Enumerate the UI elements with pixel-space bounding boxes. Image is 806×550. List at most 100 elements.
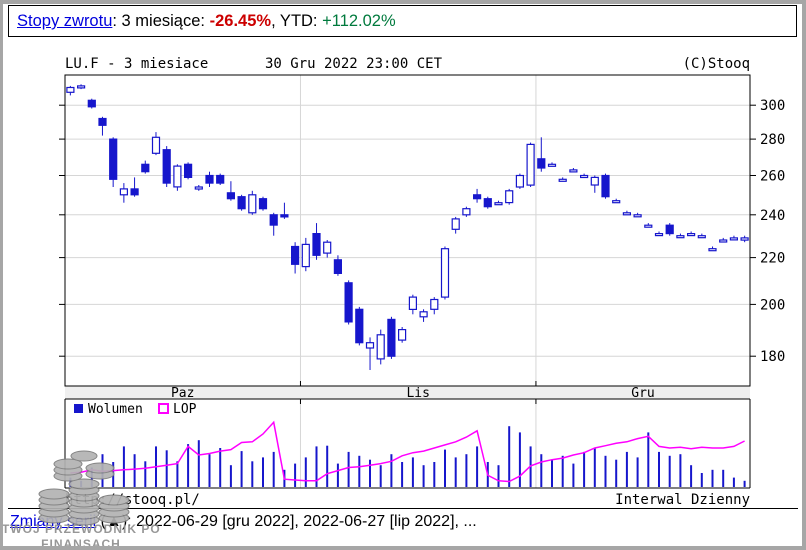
- volume-bar: [422, 465, 425, 487]
- candle-body: [173, 165, 182, 188]
- candle-body: [654, 233, 664, 237]
- series-change-note: Zmiany serii (▲): 2022-06-29 [gru 2022],…: [10, 513, 477, 531]
- volume-bar: [658, 451, 660, 487]
- volume-bar: [572, 463, 575, 487]
- volume-bar: [197, 440, 200, 487]
- candle-body: [686, 233, 696, 237]
- volume-bar: [187, 444, 190, 487]
- volume-bar: [433, 462, 436, 487]
- series-change-text: (▲): 2022-06-29 [gru 2022], 2022-06-27 […: [96, 513, 477, 530]
- candle-body: [205, 174, 214, 184]
- volume-bar: [326, 445, 329, 487]
- candle-body: [365, 342, 375, 349]
- price-tick-label: 200: [760, 297, 785, 313]
- lop-line: [70, 420, 745, 483]
- month-band: [65, 386, 750, 399]
- candle-body: [462, 208, 471, 216]
- price-tick-label: 300: [760, 98, 785, 114]
- candle-body: [430, 298, 439, 310]
- chart-title: LU.F - 3 miesiace: [65, 56, 209, 72]
- volume-bar: [401, 462, 404, 487]
- volume-bar: [454, 457, 457, 487]
- volume-bar: [358, 455, 361, 487]
- chart-copyright: (C)Stooq: [682, 56, 750, 72]
- volume-bar: [615, 459, 618, 487]
- candle-body: [505, 190, 514, 204]
- candle-body: [141, 163, 150, 173]
- candle-body: [440, 248, 450, 298]
- month-label: Gru: [631, 386, 654, 401]
- candle-body: [269, 214, 278, 226]
- candle-body: [547, 163, 557, 167]
- candle-body: [537, 158, 546, 169]
- volume-bar: [336, 463, 339, 487]
- candle-body: [248, 194, 257, 214]
- candle-body: [151, 136, 161, 154]
- volume-bar: [379, 465, 382, 487]
- candle-body: [419, 311, 428, 318]
- candle-body: [66, 86, 75, 93]
- price-tick-label: 260: [760, 169, 785, 185]
- candle-body: [494, 202, 503, 206]
- returns-link[interactable]: Stopy zwrotu: [17, 12, 113, 30]
- month-label: Lis: [406, 386, 429, 401]
- volume-bar: [551, 459, 553, 487]
- volume-bar: [294, 463, 297, 487]
- volume-bar: [165, 450, 168, 487]
- volume-bar: [647, 432, 650, 487]
- volume-bar: [80, 480, 83, 487]
- volume-bar: [229, 465, 232, 487]
- candle-body: [301, 243, 310, 268]
- volume-bar: [508, 426, 511, 487]
- candle-body: [280, 214, 289, 218]
- returns-period-label: : 3 miesiące:: [112, 12, 210, 30]
- candle-body: [387, 318, 396, 357]
- candle-body: [184, 163, 193, 179]
- candle-body: [515, 174, 525, 188]
- volume-bar: [497, 465, 500, 487]
- candle-body: [291, 245, 300, 265]
- volume-bar: [411, 457, 414, 487]
- candle-body: [408, 296, 417, 311]
- series-change-link[interactable]: Zmiany serii: [10, 513, 97, 530]
- candle-body: [719, 239, 728, 243]
- volume-bar: [540, 454, 543, 487]
- candle-body: [483, 198, 492, 208]
- candle-body: [130, 188, 139, 196]
- volume-bar: [711, 469, 714, 487]
- candle-body: [569, 169, 578, 173]
- candle-body: [398, 329, 407, 341]
- candle-body: [633, 214, 642, 218]
- volume-bar: [347, 451, 350, 487]
- volume-bar: [176, 461, 179, 487]
- month-label: Paz: [171, 386, 194, 401]
- candle-body: [216, 174, 225, 184]
- candle-body: [622, 212, 632, 216]
- chart-timestamp: 30 Gru 2022 23:00 CET: [265, 56, 443, 72]
- volume-bar: [112, 462, 115, 487]
- volume-bar: [476, 446, 479, 487]
- candle-body: [644, 224, 653, 228]
- volume-bar: [272, 451, 275, 487]
- candle-body: [590, 176, 599, 186]
- candle-body: [87, 99, 96, 108]
- candle-body: [344, 282, 353, 323]
- candle-body: [740, 237, 749, 241]
- lop-legend-label: LOP: [173, 402, 197, 417]
- candle-body: [579, 174, 589, 179]
- volume-bar: [251, 461, 254, 487]
- volume-bar: [465, 454, 468, 487]
- volume-bar: [700, 473, 703, 487]
- volume-bar: [240, 451, 243, 487]
- interval-label: Interwal Dzienny: [615, 492, 750, 508]
- volume-bar: [518, 432, 521, 487]
- returns-ytd-value: +112.02%: [322, 12, 396, 30]
- volume-bar: [561, 455, 564, 487]
- volume-bar: [208, 454, 211, 487]
- volume-legend-swatch: [74, 404, 83, 413]
- returns-ytd-label: , YTD:: [271, 12, 323, 30]
- returns-3m-value: -26.45%: [209, 12, 272, 30]
- candle-body: [473, 194, 482, 200]
